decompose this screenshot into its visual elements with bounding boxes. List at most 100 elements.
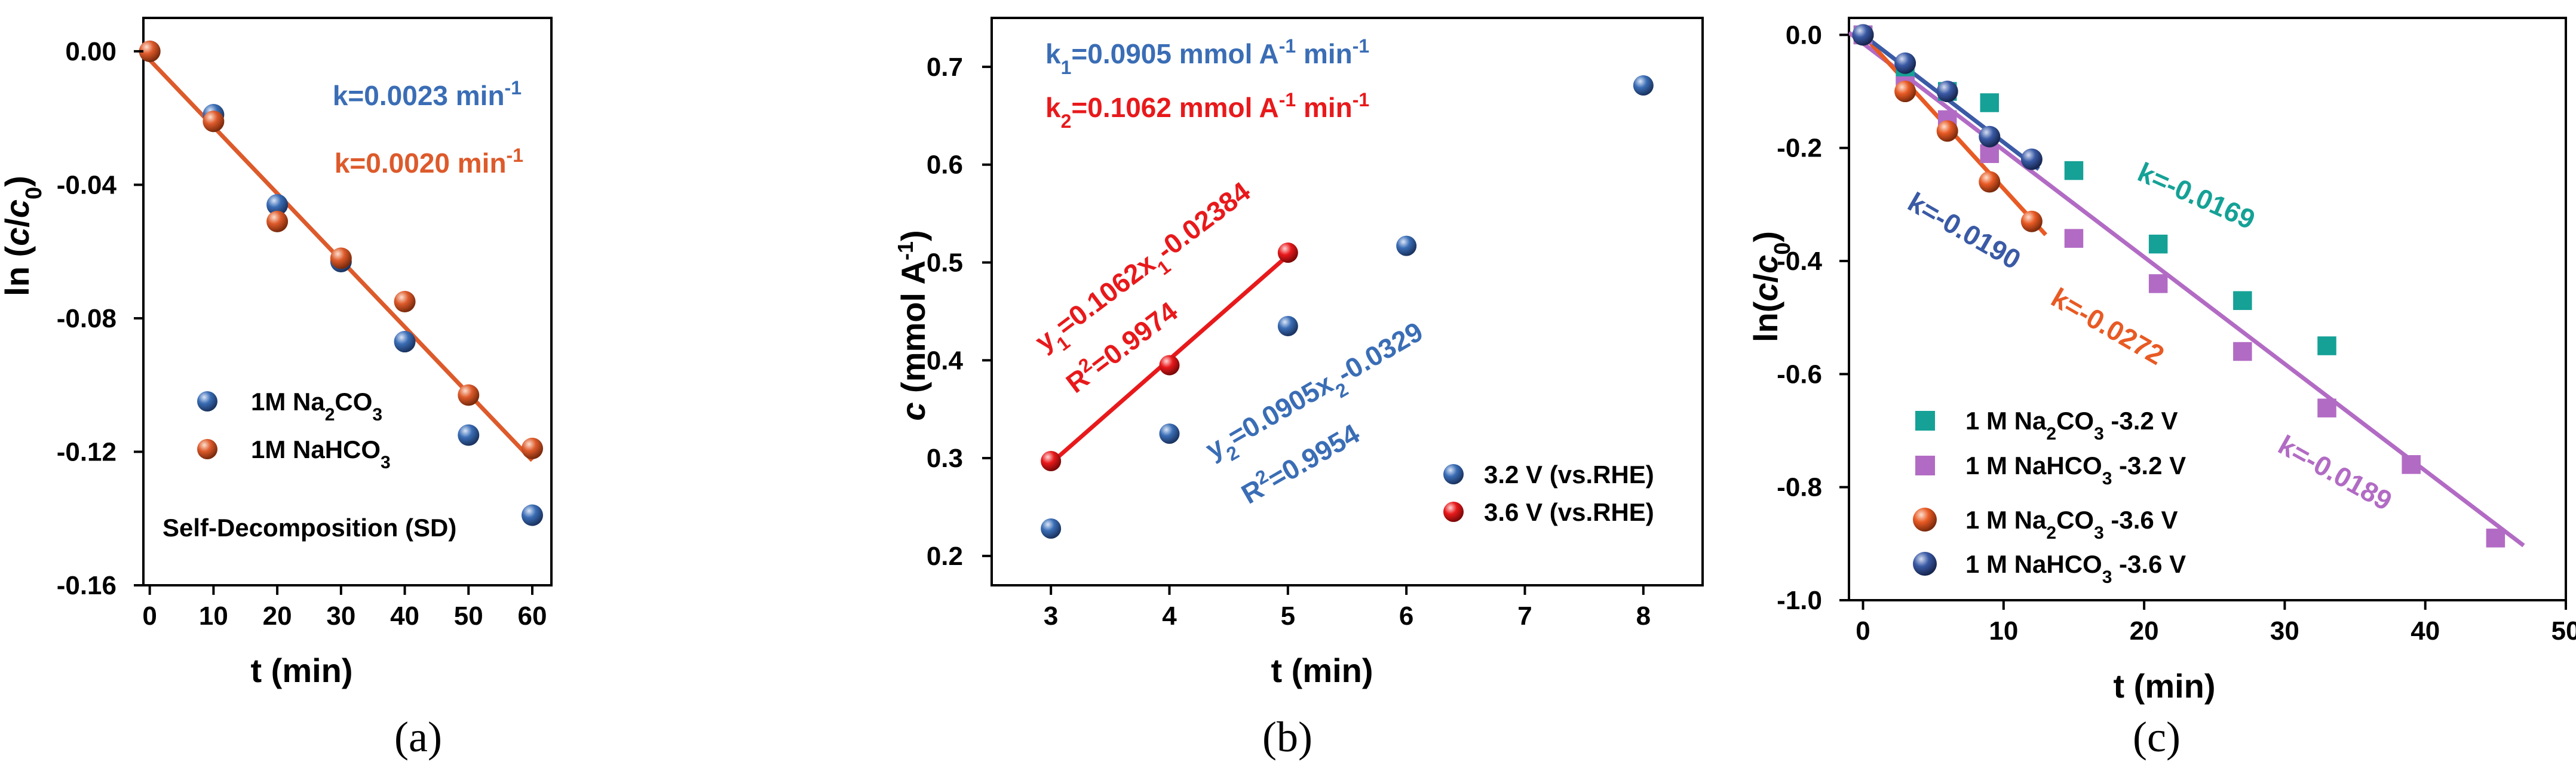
panel-c-y-tick-label: -0.8 (1777, 473, 1822, 502)
panel-b-point-3-6-v-vs-rhe (1277, 242, 1298, 263)
panel-c-legend: 1 M Na2CO3 -3.2 V 1 M NaHCO3 -3.2 V 1 M … (1913, 407, 2186, 587)
panel-b-axes-frame (990, 17, 1704, 586)
panel-a-point-1m-na2co3 (394, 331, 416, 353)
panel-b-x-tick-label: 3 (1044, 601, 1058, 631)
panel-a-annotation-k-nahco3: k=0.0020 min-1 (335, 145, 523, 179)
panel-a-annotation-k-na2co3: k=0.0023 min-1 (333, 77, 522, 111)
panel-a-point-1m-nahco3 (203, 110, 225, 133)
panel-c-ticklabels: 0 10 20 30 40 50 0.0 -0.2 -0.4 -0.6 -0.8 -1.0 (1777, 20, 2576, 646)
panel-c-fit-na2co3-3p2v (1847, 30, 2525, 548)
panel-a-plot-border (142, 17, 553, 586)
panel-a-legend-label-nahco3: 1M NaHCO3 (251, 435, 391, 472)
panel-b-x-axis-title: t (min) (1271, 652, 1373, 689)
panel-a-x-tick-label: 30 (326, 601, 355, 631)
panel-c-point-1-m-nahco3-3-2-v (2064, 229, 2084, 248)
panel-c-point-1-m-nahco3-3-2-v (2317, 398, 2336, 417)
panel-b-y-tick-label: 0.2 (927, 542, 963, 571)
panel-c-ticks (1839, 33, 2567, 610)
panel-a-x-axis-title: t (min) (250, 652, 352, 689)
panel-b-y-tick-label: 0.7 (927, 53, 963, 82)
panel-b-plot-border (990, 17, 1704, 586)
panel-a-legend: 1M Na2CO3 1M NaHCO3 (197, 388, 391, 472)
panel-a-legend-marker-na2co3 (197, 391, 217, 411)
panel-c-legend-marker-na2co3-3p2v (1915, 411, 1935, 431)
panel-b: 3 4 5 6 7 8 0.2 0.3 0.4 0.5 0.6 0.7 t (min) c (mmol… (893, 17, 1704, 761)
panel-b-ticklabels: 3 4 5 6 7 8 0.2 0.3 0.4 0.5 0.6 0.7 (927, 53, 1651, 631)
panel-a-point-1m-nahco3 (458, 384, 480, 406)
panel-c-legend-label-na2co3-3p6v: 1 M Na2CO3 -3.6 V (1965, 506, 2178, 543)
panel-c-legend-marker-na2co3-3p6v (1913, 508, 1937, 532)
panel-a-axes-frame (142, 17, 553, 586)
panel-a-point-1m-nahco3 (266, 210, 289, 232)
panel-c-point-1-m-nahco3-3-6-v (1936, 81, 1958, 103)
panel-c-x-tick-label: 20 (2130, 616, 2159, 646)
panel-c-point-1-m-nahco3-3-2-v (2486, 529, 2506, 548)
panel-c-legend-label-nahco3-3p6v: 1 M NaHCO3 -3.6 V (1965, 550, 2186, 587)
panel-a-annotation-self-decomposition: Self-Decomposition (SD) (162, 514, 456, 542)
panel-a-x-tick-label: 60 (518, 601, 547, 631)
panel-c-point-1-m-nahco3-3-2-v (2233, 342, 2252, 361)
panel-c-label: (c) (2133, 713, 2181, 761)
panel-b-label: (b) (1262, 713, 1312, 761)
panel-c-legend-label-na2co3-3p2v: 1 M Na2CO3 -3.2 V (1965, 407, 2178, 444)
panel-c-x-tick-label: 0 (1856, 616, 1870, 646)
panel-c-points (1852, 24, 2506, 548)
panel-a-point-1m-na2co3 (458, 424, 480, 446)
panel-b-y-tick-label: 0.5 (927, 248, 963, 277)
panel-b-point-3-2-v-vs-rhe (1159, 423, 1180, 444)
panel-b-point-3-2-v-vs-rhe (1396, 235, 1417, 256)
panel-b-points (1041, 75, 1654, 539)
panel-c-axes-frame (1848, 17, 2567, 601)
panel-c-point-1-m-nahco3-3-2-v (2148, 274, 2168, 293)
panel-b-y-tick-label: 0.4 (927, 346, 964, 375)
panel-b-annotation-k1: k1=0.0905 mmol A-1 min-1 (1045, 35, 1369, 78)
panel-a-x-tick-label: 10 (199, 601, 228, 631)
panel-b-point-3-2-v-vs-rhe (1041, 518, 1062, 539)
panel-b-y-axis-title: c (mmol A-1) (893, 230, 933, 420)
panel-c-x-axis-title: t (min) (2113, 667, 2215, 705)
panel-b-legend-label-3p6v: 3.6 V (vs.RHE) (1484, 498, 1654, 526)
panel-b-legend-marker-3p2v (1443, 464, 1464, 484)
panel-c-annotation-k-0189: k=-0.0189 (2273, 429, 2397, 517)
panel-a-x-tick-label: 40 (390, 601, 419, 631)
panel-b-ticks (982, 65, 1645, 595)
panel-b-point-3-2-v-vs-rhe (1633, 75, 1654, 96)
panel-c-point-1-m-na2co3-3-6-v (2020, 210, 2043, 232)
panel-c-y-tick-label: -0.4 (1777, 247, 1822, 276)
panel-b-y-tick-label: 0.3 (927, 444, 963, 473)
panel-a-y-tick-label: -0.04 (57, 170, 117, 199)
panel-c-annotation-k-0272: k=-0.0272 (2046, 282, 2170, 371)
panel-c-point-1-m-nahco3-3-6-v (1979, 125, 2001, 148)
panel-b-legend-label-3p2v: 3.2 V (vs.RHE) (1484, 460, 1654, 489)
panel-b-legend-marker-3p6v (1443, 502, 1464, 522)
panel-a-ticks (134, 50, 533, 595)
panel-a-label: (a) (394, 713, 442, 761)
panel-c-point-1-m-na2co3-3-2-v (2233, 291, 2252, 311)
panel-c-point-1-m-nahco3-3-6-v (1852, 24, 1874, 46)
panel-b-y-tick-label: 0.6 (927, 151, 963, 180)
panel-a-x-tick-label: 0 (142, 601, 157, 631)
panel-c-point-1-m-na2co3-3-6-v (1979, 171, 2001, 193)
panel-c-y-axis-title: ln(c/c0) (1747, 231, 1795, 342)
panel-b-annotation-k2: k2=0.1062 mmol A-1 min-1 (1045, 89, 1369, 132)
panel-c-fit-na2co3-3p6v (1862, 33, 2040, 171)
panel-c-plot-border (1848, 17, 2567, 601)
panel-c-point-1-m-nahco3-3-2-v (2402, 455, 2421, 474)
panel-a: 0 10 20 30 40 50 60 0.00 -0.04 -0.08 -0.12 -0.16 t … (0, 17, 553, 761)
panel-c-x-tick-label: 50 (2552, 616, 2576, 646)
panel-a-point-1m-nahco3 (330, 247, 352, 269)
panel-b-point-3-6-v-vs-rhe (1041, 450, 1062, 471)
panel-b-x-tick-label: 8 (1636, 601, 1651, 631)
panel-a-points (139, 40, 543, 526)
panel-c-point-1-m-nahco3-3-6-v (2020, 148, 2043, 170)
panel-b-point-3-2-v-vs-rhe (1277, 315, 1298, 336)
panel-a-y-tick-label: -0.08 (57, 304, 116, 333)
panel-c-annotation-k-0190: k=-0.0190 (1903, 186, 2026, 275)
panel-b-fit-lines (1049, 254, 1290, 465)
panel-b-x-tick-label: 5 (1281, 601, 1295, 631)
panel-a-point-1m-nahco3 (139, 40, 161, 62)
panel-b-x-tick-label: 4 (1162, 601, 1177, 631)
panel-c: 0 10 20 30 40 50 0.0 -0.2 -0.4 -0.6 -0.8 -1.0 t (mi… (1747, 17, 2576, 761)
panel-a-y-tick-label: 0.00 (65, 37, 116, 66)
